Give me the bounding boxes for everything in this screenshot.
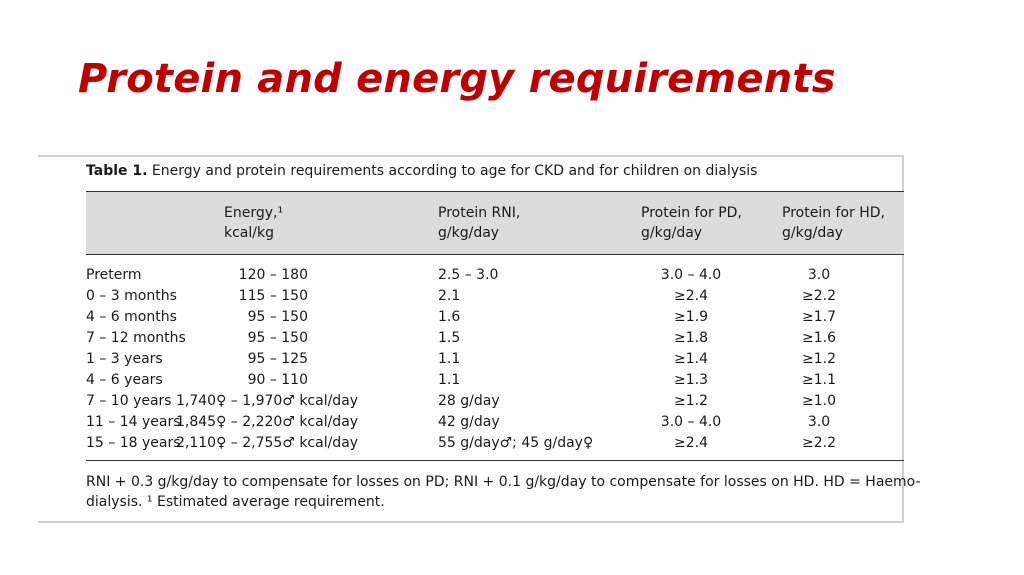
header-protein-hd: Protein for HD, g/kg/day (782, 205, 885, 241)
table-caption: Table 1. Energy and protein requirements… (86, 163, 757, 179)
table-header: Energy,¹ kcal/kg Protein RNI, g/kg/day P… (86, 191, 904, 255)
table-row: 4 – 6 years 90 – 110 1.1 ≥1.3 ≥1.1 (86, 372, 836, 388)
header-protein-rni: Protein RNI, g/kg/day (438, 205, 521, 241)
slide-title: Protein and energy requirements (78, 56, 836, 102)
header-protein-pd: Protein for PD, g/kg/day (641, 205, 742, 241)
table-caption-label: Table 1. (86, 163, 148, 179)
table-caption-text: Energy and protein requirements accordin… (147, 163, 758, 179)
table-row: 1 – 3 years 95 – 125 1.1 ≥1.4 ≥1.2 (86, 351, 836, 367)
table-row: 7 – 10 years 1,740♀ – 1,970♂ kcal/day 28… (86, 393, 836, 409)
table-row: 15 – 18 years 2,110♀ – 2,755♂ kcal/day 5… (86, 435, 836, 451)
table-row: Preterm 120 – 180 2.5 – 3.0 3.0 – 4.0 3.… (86, 267, 831, 283)
header-energy: Energy,¹ kcal/kg (224, 205, 284, 241)
table-row: 4 – 6 months 95 – 150 1.6 ≥1.9 ≥1.7 (86, 309, 836, 325)
table-row: 0 – 3 months 115 – 150 2.1 ≥2.4 ≥2.2 (86, 288, 836, 304)
footnote-divider (86, 460, 904, 461)
requirements-table: Table 1. Energy and protein requirements… (38, 155, 921, 523)
table-row: 7 – 12 months 95 – 150 1.5 ≥1.8 ≥1.6 (86, 330, 836, 346)
table-footnote: RNI + 0.3 g/kg/day to compensate for los… (86, 474, 921, 510)
table-row: 11 – 14 years 1,845♀ – 2,220♂ kcal/day 4… (86, 414, 831, 430)
